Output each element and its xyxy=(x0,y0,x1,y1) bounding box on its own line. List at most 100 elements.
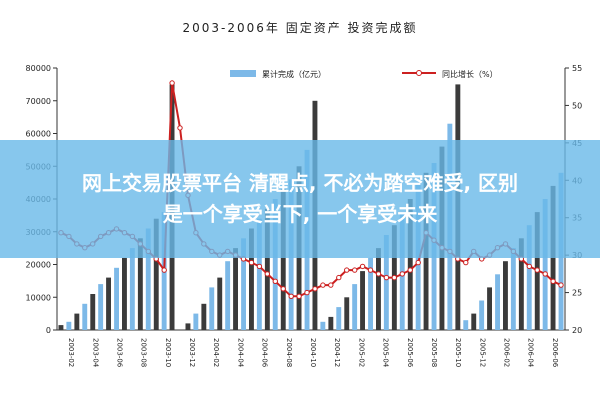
bar xyxy=(201,303,207,330)
x-tick-label: 2005-02 xyxy=(357,338,365,367)
bar xyxy=(503,261,508,330)
line-point xyxy=(161,267,167,273)
bar xyxy=(368,257,373,330)
legend-label-bars: 累计完成（亿元） xyxy=(262,69,326,79)
x-tick-label: 2006-02 xyxy=(503,338,511,367)
right-tick-label: 50 xyxy=(572,101,582,110)
line-point xyxy=(359,263,366,270)
line-point xyxy=(336,274,342,281)
line-point xyxy=(463,259,469,266)
line-point xyxy=(288,293,294,299)
bar xyxy=(383,235,389,330)
legend-label-line: 同比增长（%） xyxy=(442,69,498,79)
x-tick-label: 2003-10 xyxy=(164,338,172,367)
bar xyxy=(74,313,80,330)
x-tick-label: 2003-04 xyxy=(91,338,99,368)
bar xyxy=(542,199,548,330)
left-tick-label: 80000 xyxy=(26,64,51,73)
bar xyxy=(193,313,199,330)
line-point xyxy=(272,278,278,284)
bar xyxy=(407,199,413,330)
x-tick-label: 2004-10 xyxy=(309,338,317,367)
bar xyxy=(495,274,500,330)
x-tick-label: 2003-08 xyxy=(140,338,148,367)
bar xyxy=(479,300,485,330)
bar xyxy=(471,313,477,330)
chart-title: 2003-2006年 固定资产 投资完成额 xyxy=(182,20,417,35)
line-point xyxy=(264,271,270,277)
line-point xyxy=(320,282,326,288)
bar xyxy=(487,287,492,330)
left-tick-label: 10000 xyxy=(26,293,51,302)
line-point xyxy=(352,267,358,273)
x-tick-label: 2004-04 xyxy=(236,338,244,368)
banner-line-2: 是一个享受当下, 一个享受未来 xyxy=(162,202,438,226)
bar xyxy=(209,287,215,330)
bar xyxy=(98,284,104,330)
legend-marker-line xyxy=(416,70,422,76)
x-tick-label: 2004-12 xyxy=(333,338,341,367)
line-point xyxy=(312,286,318,292)
line-point xyxy=(415,259,421,266)
right-tick-label: 20 xyxy=(572,326,582,335)
legend-swatch-bars xyxy=(230,70,256,77)
x-tick-label: 2004-08 xyxy=(285,338,293,367)
overlay-banner: 网上交易股票平台 清醒点, 不必为踏空难受, 区别 是一个享受当下, 一个享受未… xyxy=(0,140,600,258)
line-point xyxy=(391,274,397,281)
bar xyxy=(58,325,64,330)
right-tick-label: 25 xyxy=(572,289,582,298)
bar xyxy=(225,261,231,330)
bar xyxy=(336,307,342,330)
right-tick-label: 55 xyxy=(572,64,582,73)
left-tick-label: 70000 xyxy=(26,97,51,106)
line-point xyxy=(256,263,263,270)
bar xyxy=(106,277,111,330)
x-tick-label: 2003-02 xyxy=(67,338,75,367)
bar xyxy=(90,294,96,330)
x-tick-label: 2003-12 xyxy=(188,338,196,367)
line-point xyxy=(344,267,350,273)
line-point xyxy=(526,263,532,270)
banner-text: 网上交易股票平台 清醒点, 不必为踏空难受, 区别 是一个享受当下, 一个享受未… xyxy=(82,168,518,230)
x-tick-label: 2004-02 xyxy=(212,338,220,367)
x-tick-label: 2003-06 xyxy=(115,338,123,368)
x-tick-label: 2004-06 xyxy=(261,338,269,368)
bar xyxy=(360,271,365,330)
x-tick-label: 2005-10 xyxy=(454,338,462,367)
bar xyxy=(526,225,532,330)
x-tick-label: 2005-12 xyxy=(478,338,486,367)
line-point xyxy=(296,293,302,299)
bar xyxy=(66,321,72,330)
bar xyxy=(129,248,135,330)
line-point xyxy=(534,267,540,273)
bar xyxy=(233,248,238,330)
x-tick-label: 2005-08 xyxy=(430,338,438,367)
bar xyxy=(399,212,405,330)
bar xyxy=(352,284,358,330)
x-tick-label: 2005-04 xyxy=(382,338,390,368)
bar xyxy=(114,267,119,330)
line-point xyxy=(558,282,564,288)
line-point xyxy=(542,271,548,277)
bar xyxy=(376,248,381,330)
line-point xyxy=(304,289,310,296)
line-point xyxy=(280,286,286,292)
bar xyxy=(122,257,127,330)
bar xyxy=(510,248,516,330)
bar xyxy=(320,321,326,330)
bar xyxy=(518,238,524,330)
line-point xyxy=(248,259,255,266)
bar xyxy=(328,316,334,330)
left-tick-label: 0 xyxy=(46,326,51,335)
bar xyxy=(217,277,223,330)
line-point xyxy=(550,278,556,284)
x-tick-label: 2005-06 xyxy=(406,338,414,368)
bar xyxy=(280,189,286,330)
line-point xyxy=(328,282,334,288)
bar xyxy=(264,208,270,330)
left-tick-label: 20000 xyxy=(26,261,51,270)
line-point xyxy=(407,267,413,273)
bar xyxy=(241,238,246,330)
line-point xyxy=(169,80,175,86)
